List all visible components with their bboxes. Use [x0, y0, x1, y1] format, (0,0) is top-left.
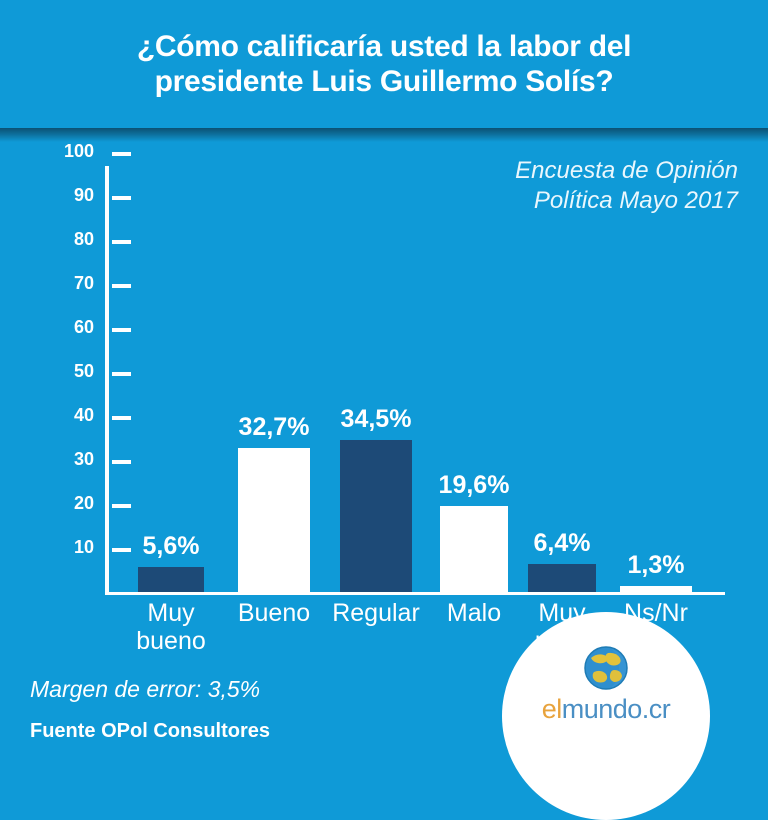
bar-rect: [440, 505, 508, 592]
bar-rect: [528, 563, 596, 592]
bar-value-label: 19,6%: [438, 470, 510, 499]
page-title: ¿Cómo calificaría usted la labor del pre…: [136, 29, 632, 98]
bar-rect: [620, 586, 692, 592]
y-axis-tick: [112, 152, 131, 156]
bar-rect: [340, 440, 412, 592]
y-axis-tick: [112, 328, 131, 332]
y-axis-label: 10: [73, 537, 94, 557]
x-axis-category-label: Bueno: [237, 599, 311, 627]
chart-container: Encuesta de Opinión Política Mayo 2017 1…: [0, 141, 768, 682]
margin-of-error-note: Margen de error: 3,5%: [30, 676, 261, 702]
y-axis-label: 90: [73, 185, 94, 205]
y-axis-label: 100: [63, 141, 94, 161]
globe-icon: [584, 646, 628, 690]
bar-value-label: 34,5%: [340, 405, 412, 434]
y-axis-tick: [112, 240, 131, 244]
bar[interactable]: 1,3% Ns/Nr: [620, 551, 692, 627]
y-axis-label: 40: [73, 405, 94, 425]
bar[interactable]: 6,4%Muy malo: [528, 529, 596, 654]
y-axis-label: 20: [73, 493, 94, 513]
bar-rect: [138, 567, 204, 592]
bar-value-label: 6,4%: [533, 528, 591, 557]
y-axis-tick: [112, 548, 131, 552]
y-axis-label: 30: [73, 449, 94, 469]
x-axis-category-label: Regular: [332, 599, 420, 627]
logo-wordmark: elmundo.cr: [542, 694, 671, 725]
x-axis-category-label: Muy bueno: [136, 599, 206, 655]
logo-wordmark-prefix: el: [541, 694, 563, 724]
y-axis-label: 70: [73, 273, 94, 293]
bar[interactable]: 5,6% Muy bueno: [136, 532, 206, 654]
y-axis-label: 80: [73, 229, 94, 249]
y-axis-tick: [112, 504, 131, 508]
y-axis-tick: [112, 416, 131, 420]
bar[interactable]: 32,7% Bueno: [238, 413, 310, 626]
y-axis-tick: [112, 460, 131, 464]
y-axis-label: 50: [73, 361, 94, 381]
chart-subtitle: Encuesta de Opinión Política Mayo 2017: [515, 157, 738, 214]
bar-value-label: 1,3%: [627, 551, 685, 580]
header-divider-shadow: [0, 128, 768, 142]
y-axis-label: 60: [73, 317, 94, 337]
y-axis-line: [105, 166, 109, 594]
y-axis-tick: [112, 372, 131, 376]
elmundo-logo[interactable]: elmundo.cr: [502, 612, 710, 820]
footer: Margen de error: 3,5% Fuente OPol Consul…: [0, 612, 768, 820]
header-banner: ¿Cómo calificaría usted la labor del pre…: [0, 0, 768, 128]
x-axis-category-label: Malo: [446, 599, 502, 627]
logo-wordmark-suffix: mundo.cr: [561, 694, 671, 724]
bar[interactable]: 34,5% Regular: [332, 405, 420, 626]
y-axis-tick: [112, 284, 131, 288]
y-axis-tick: [112, 196, 131, 200]
x-axis-line: [105, 592, 725, 595]
bar-rect: [238, 448, 310, 592]
bar[interactable]: 19,6% Malo: [439, 471, 510, 627]
bar-value-label: 5,6%: [142, 532, 200, 561]
source-note: Fuente OPol Consultores: [30, 720, 271, 742]
bar-value-label: 32,7%: [238, 413, 310, 442]
plot-area: 10 20 30 40 50 60 70 80 90 100 5,6% Muy bueno 32,7%…: [0, 141, 768, 682]
